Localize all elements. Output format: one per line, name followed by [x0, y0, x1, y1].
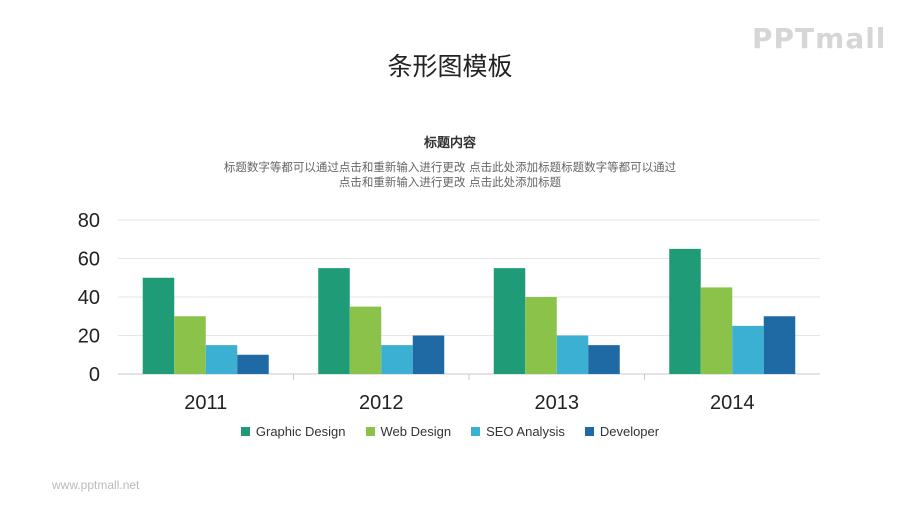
- x-tick-label: 2011: [184, 392, 227, 414]
- bar: [205, 345, 238, 374]
- bar: [412, 335, 445, 374]
- x-tick-label: 2014: [710, 392, 755, 414]
- description-line: 点击和重新输入进行更改 点击此处添加标题: [338, 175, 562, 189]
- x-tick-label: 2012: [359, 392, 404, 414]
- bar: [142, 277, 175, 374]
- bar: [669, 248, 701, 374]
- legend-item-developer: Developer: [584, 424, 660, 439]
- description-line: 标题数字等都可以通过点击和重新输入进行更改 点击此处添加标题标题数字等都可以通过: [223, 160, 677, 174]
- bar: [732, 325, 764, 374]
- bar: [174, 316, 206, 374]
- bar: [318, 268, 350, 374]
- bar: [237, 354, 269, 374]
- brand-logo: PPTmall: [752, 22, 887, 55]
- legend-label: Graphic Design: [255, 424, 346, 439]
- bar: [700, 287, 733, 374]
- legend-swatch: [365, 427, 375, 436]
- bar: [556, 335, 589, 374]
- legend-swatch: [240, 427, 250, 436]
- y-tick-label: 20: [78, 326, 100, 348]
- bar: [763, 316, 796, 374]
- legend-swatch: [471, 427, 481, 436]
- legend-item-seo-analysis: SEO Analysis: [471, 424, 565, 439]
- legend-swatch: [584, 427, 594, 436]
- footer-url: www.pptmall.net: [52, 478, 140, 492]
- legend-label: Web Design: [380, 424, 452, 439]
- y-tick-label: 80: [78, 210, 100, 232]
- chart-legend: Graphic Design Web Design SEO Analysis D…: [0, 424, 900, 439]
- y-tick-label: 0: [89, 364, 100, 386]
- legend-item-graphic-design: Graphic Design: [240, 424, 346, 439]
- chart-description: 标题数字等都可以通过点击和重新输入进行更改 点击此处添加标题标题数字等都可以通过…: [150, 160, 750, 190]
- legend-label: Developer: [599, 424, 660, 439]
- y-tick-label: 60: [78, 249, 100, 271]
- chart-subtitle: 标题内容: [423, 136, 476, 151]
- legend-label: SEO Analysis: [486, 424, 565, 439]
- bar: [588, 345, 620, 374]
- bar: [349, 306, 382, 374]
- page-title: 条形图模板: [387, 52, 513, 81]
- bar-chart: 0 20 40 60 80 2011 2012 2013 2014: [78, 210, 820, 414]
- bar: [381, 345, 413, 374]
- bar: [493, 268, 526, 374]
- bar: [525, 297, 557, 374]
- legend-item-web-design: Web Design: [365, 424, 452, 439]
- y-tick-label: 40: [78, 287, 100, 309]
- x-tick-label: 2013: [535, 392, 580, 414]
